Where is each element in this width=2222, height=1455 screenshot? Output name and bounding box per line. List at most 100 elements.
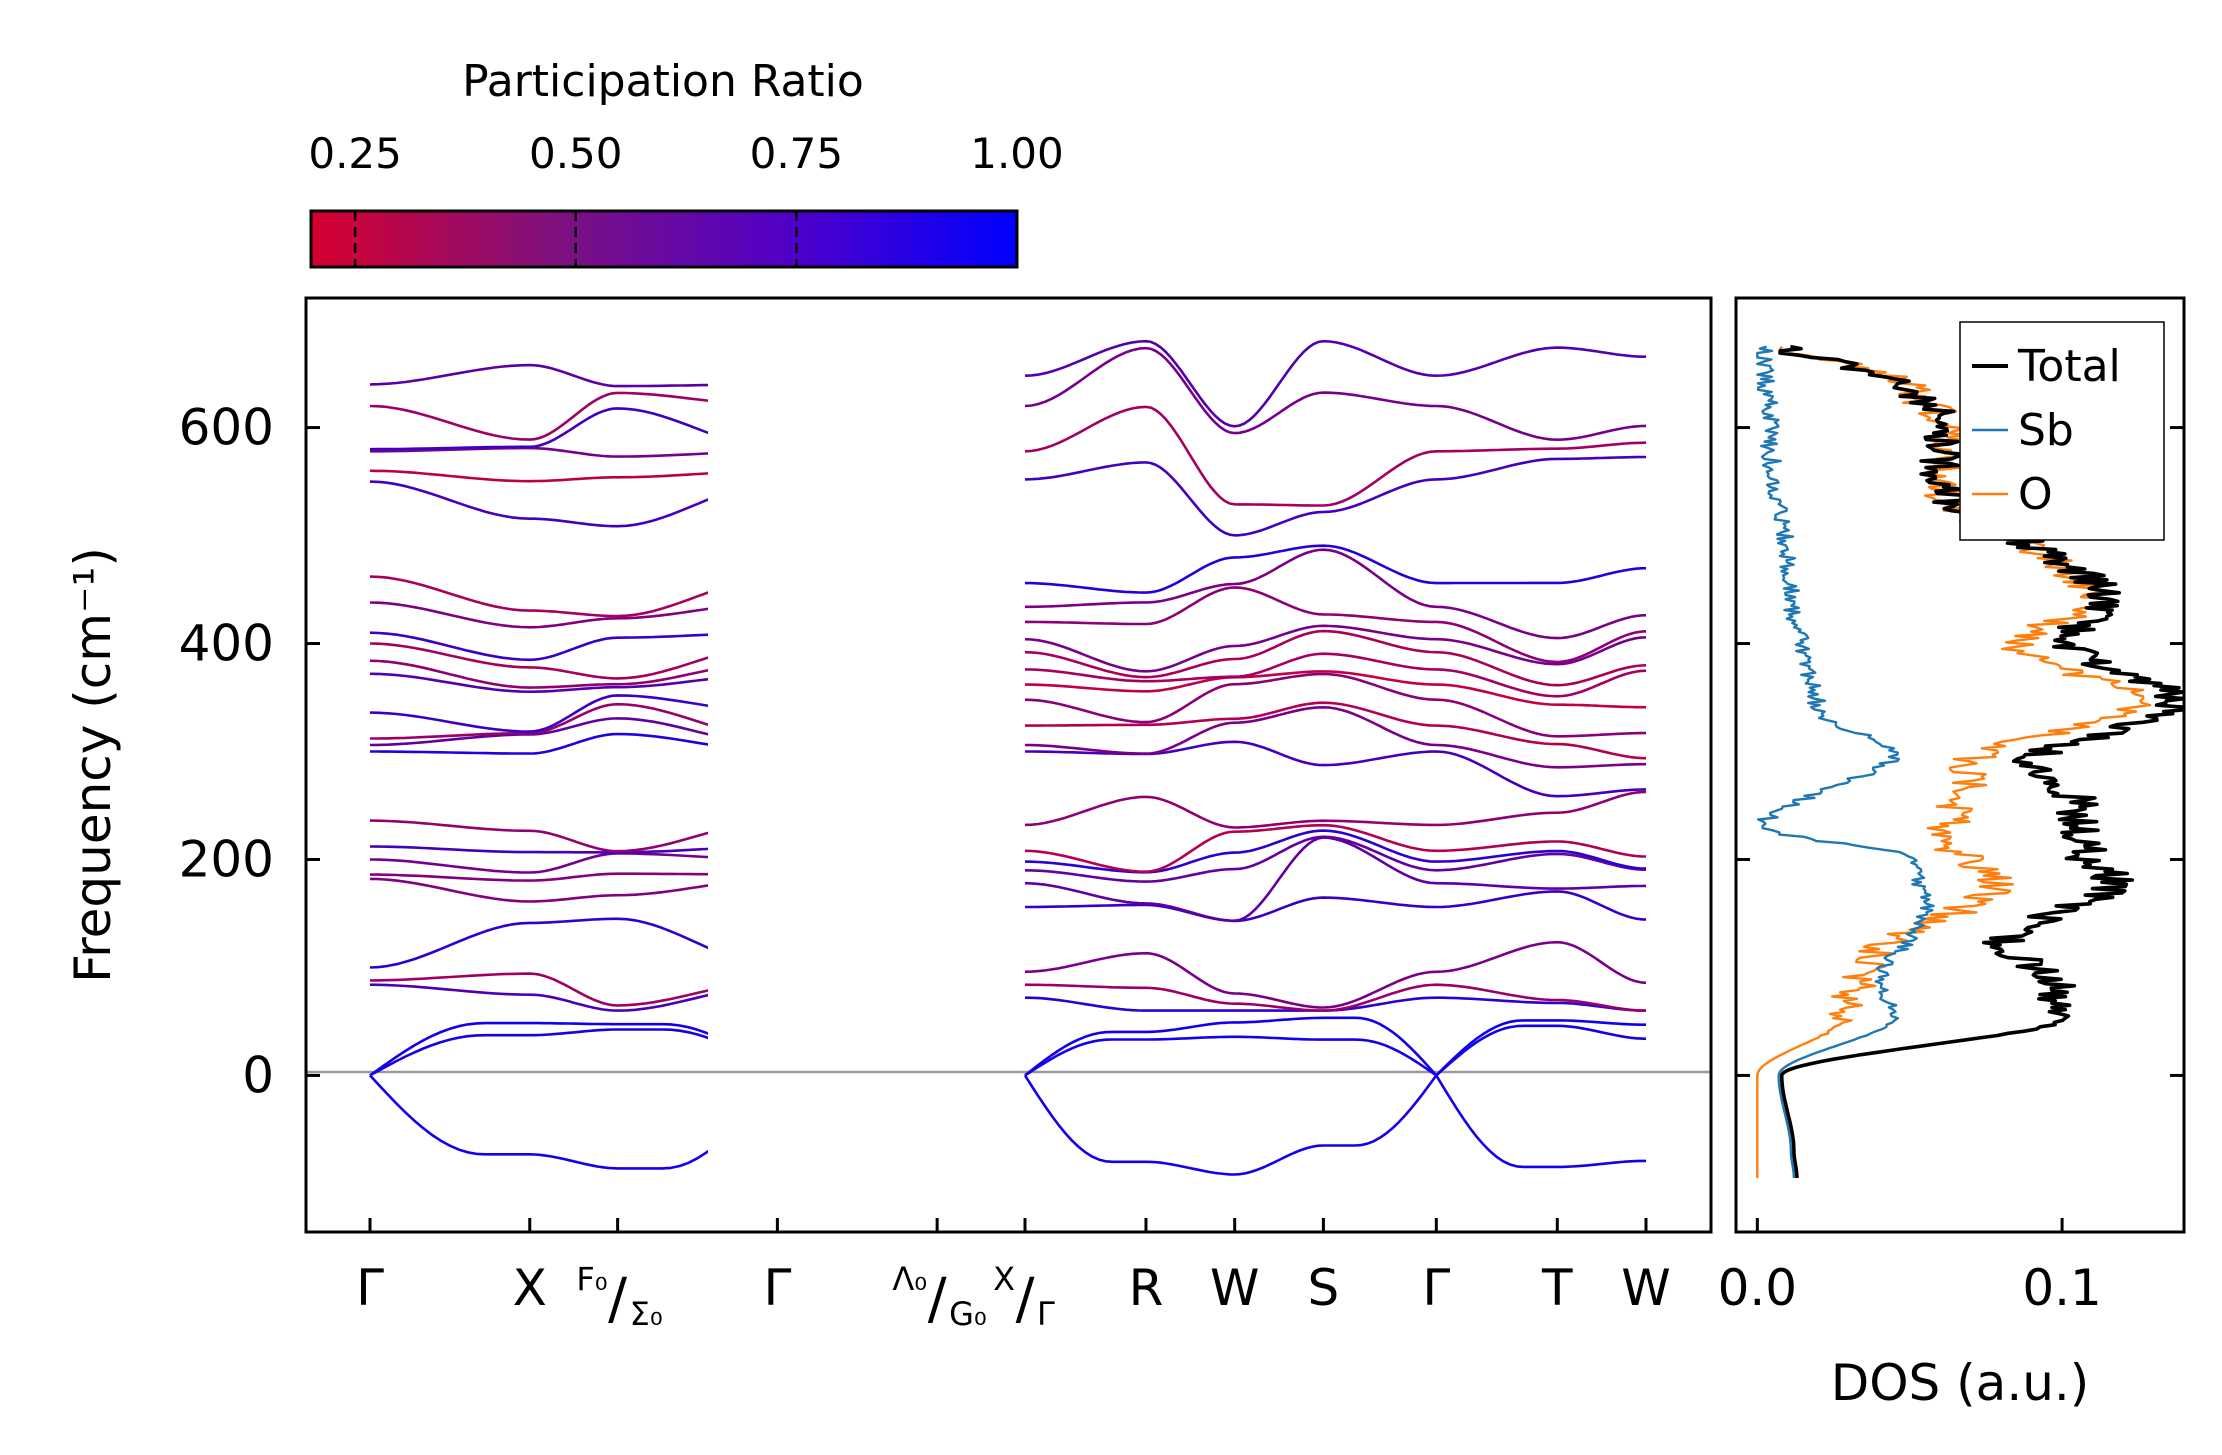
phonon-band-right	[1025, 670, 1646, 709]
x-tick-label-fraction: F₀ / Σ₀	[576, 1260, 662, 1333]
phonon-band-left	[369, 845, 708, 854]
x-tick-label-fraction: X / Γ	[993, 1260, 1055, 1333]
colorbar-gradient	[309, 209, 1019, 269]
dos-legend: Total Sb O	[1959, 321, 2165, 541]
phonon-band-left	[369, 672, 708, 693]
dos-line-sb	[1756, 345, 1935, 1179]
x-tick-label: S	[1308, 1259, 1340, 1317]
phonon-band-left	[369, 601, 708, 629]
phonon-band-right	[1024, 652, 1647, 698]
phonon-band-left	[370, 732, 708, 755]
x-tick-label-bottom: Σ₀	[630, 1295, 663, 1333]
colorbar-ticks: 0.25 0.50 0.75 1.00	[308, 129, 1064, 267]
dos-axis: 0.0 0.1	[1718, 426, 2184, 1317]
x-tick-label-slash: /	[928, 1267, 947, 1332]
y-tick-label: 400	[179, 615, 274, 673]
dos-axes-frame	[1734, 296, 2186, 1234]
phonon-band-left	[369, 480, 708, 528]
phonon-band-right	[1024, 835, 1647, 883]
x-tick-label-fraction: Λ₀ / G₀	[892, 1260, 986, 1333]
phonon-band-left	[370, 702, 708, 740]
phonon-band-right	[1024, 405, 1647, 507]
phonon-band-left	[369, 407, 708, 451]
colorbar-tick-label: 1.00	[970, 129, 1064, 178]
band-x-axis: Γ X F₀ / Σ₀ Γ Λ₀ / G₀X / Γ R W S Γ T W	[356, 1218, 1671, 1333]
phonon-band-right	[1025, 544, 1647, 594]
band-y-axis: 0 200 400 600	[179, 399, 320, 1104]
legend-label: O	[2018, 469, 2053, 520]
dos-line-total	[1778, 344, 2184, 1179]
x-tick-label: R	[1129, 1259, 1164, 1317]
x-tick-label-top: F₀	[576, 1260, 607, 1298]
phonon-band-left	[369, 717, 708, 747]
phonon-band-left	[369, 1028, 708, 1077]
phonon-band-left	[369, 642, 708, 680]
phonon-band-right	[1025, 548, 1647, 640]
phonon-band-left	[369, 469, 708, 483]
phonon-band-left	[369, 917, 708, 969]
x-tick-label: Γ	[763, 1259, 791, 1317]
phonon-band-right	[1025, 890, 1647, 923]
y-tick-label: 0	[242, 1046, 274, 1104]
phonon-band-right	[1024, 629, 1647, 687]
x-tick-label-bottom: G₀	[949, 1295, 987, 1333]
x-tick-label-top: X	[993, 1260, 1015, 1298]
phonon-band-left	[370, 872, 708, 882]
phonon-band-left	[369, 659, 708, 689]
legend-label: Sb	[2018, 405, 2074, 456]
phonon-band-right	[1024, 1016, 1646, 1077]
phonon-band-right	[1024, 706, 1646, 769]
phonon-band-left	[369, 694, 708, 733]
phonon-band-right	[1024, 672, 1646, 738]
phonon-band-left	[369, 983, 708, 1012]
phonon-band-left	[369, 391, 708, 441]
phonon-band-left	[369, 575, 708, 618]
phonon-band-right	[1024, 339, 1646, 428]
phonon-band-left	[369, 363, 708, 388]
colorbar-tick-label: 0.75	[750, 129, 844, 178]
x-tick-label: W	[1621, 1259, 1670, 1317]
colorbar: Participation Ratio 0.25 0.50 0.75 1.00	[308, 56, 1064, 269]
y-tick-label: 200	[179, 830, 274, 888]
x-tick-label: X	[513, 1259, 547, 1317]
phonon-band-right	[1025, 740, 1647, 798]
y-axis-label: Frequency (cm⁻¹)	[64, 547, 122, 983]
phonon-band-right	[1024, 1074, 1646, 1176]
x-tick-label-bottom: Γ	[1037, 1295, 1055, 1333]
phonon-band-right	[1024, 1024, 1647, 1077]
phonon-band-right	[1024, 346, 1647, 441]
dos-x-tick-label: 0.0	[1718, 1259, 1798, 1317]
phonon-band-right	[1025, 586, 1647, 664]
dos-panel: 0.0 0.1 DOS (a.u.) Total Sb O	[1718, 296, 2186, 1412]
dos-x-axis-label: DOS (a.u.)	[1831, 1354, 2090, 1412]
phonon-band-left	[369, 1074, 708, 1170]
bands-right	[1024, 339, 1647, 1176]
bands-left	[369, 363, 708, 1170]
phonon-band-left	[369, 1021, 708, 1077]
y-tick-label: 600	[179, 399, 274, 457]
colorbar-tick-label: 0.50	[529, 129, 623, 178]
x-tick-label: Γ	[356, 1259, 384, 1317]
x-tick-label-slash: /	[608, 1267, 627, 1332]
x-tick-label-top: Λ₀	[892, 1260, 927, 1298]
phonon-band-right	[1024, 455, 1646, 537]
x-tick-label: W	[1210, 1259, 1259, 1317]
dos-series	[1756, 344, 2184, 1179]
colorbar-label: Participation Ratio	[462, 56, 864, 107]
phonon-band-left	[369, 819, 708, 853]
dos-line-o	[1756, 345, 2152, 1178]
phonon-band-right	[1024, 823, 1647, 873]
x-tick-label: Γ	[1422, 1259, 1450, 1317]
x-tick-label-slash: /	[1016, 1267, 1035, 1332]
phonon-band-left	[370, 972, 708, 1007]
dos-x-tick-label: 0.1	[2022, 1259, 2102, 1317]
phonon-band-left	[369, 877, 708, 903]
phonon-band-right	[1024, 790, 1647, 829]
colorbar-tick-label: 0.25	[308, 129, 402, 178]
band-axes-frame	[304, 296, 1713, 1234]
phonon-band-left	[369, 852, 708, 874]
phonon-band-left	[369, 631, 708, 662]
x-tick-label: T	[1541, 1259, 1573, 1317]
